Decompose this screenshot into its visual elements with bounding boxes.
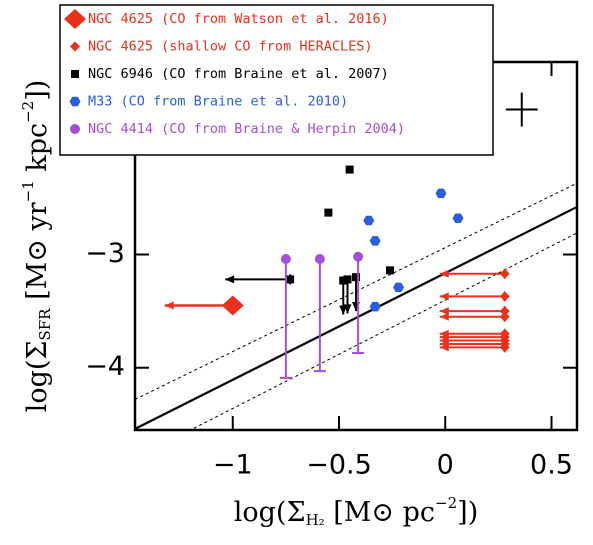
- marker: [499, 291, 510, 302]
- marker: [70, 124, 80, 134]
- marker: [69, 96, 81, 107]
- marker: [345, 165, 354, 174]
- marker: [324, 208, 333, 217]
- marker: [393, 282, 404, 293]
- marker: [71, 70, 79, 78]
- dashed-line: [189, 232, 577, 430]
- legend-label: NGC 4414 (CO from Braine & Herpin 2004): [88, 121, 405, 137]
- marker: [70, 41, 80, 52]
- marker: [499, 342, 510, 353]
- marker: [221, 295, 244, 316]
- x-tick-label: −0.5: [306, 450, 372, 481]
- limit-arrow: [164, 301, 233, 310]
- arrow-head: [339, 305, 348, 315]
- marker: [499, 306, 510, 317]
- arrow-head: [439, 307, 449, 316]
- arrow-head: [439, 269, 449, 278]
- fit-line: [135, 205, 577, 430]
- marker: [499, 268, 510, 279]
- marker: [314, 254, 325, 265]
- marker: [286, 275, 295, 284]
- marker: [499, 311, 510, 322]
- arrow-head: [164, 301, 174, 310]
- x-axis-label: log(ΣH₂ [M⊙ pc−2]): [234, 494, 479, 529]
- marker: [435, 188, 447, 199]
- y-tick-label: −4: [85, 351, 125, 382]
- arrow-head: [439, 312, 449, 321]
- marker: [452, 213, 464, 224]
- legend-label: NGC 6946 (CO from Braine et al. 2007): [88, 66, 389, 82]
- y-axis-label: log(ΣSFR [M⊙ yr−1 kpc−2]): [19, 80, 54, 413]
- marker: [343, 275, 352, 284]
- marker: [369, 236, 381, 246]
- x-tick-label: 0.5: [530, 450, 573, 481]
- x-tick-label: 0: [437, 450, 454, 481]
- y-tick-label: −3: [85, 238, 125, 269]
- arrow-head: [439, 292, 449, 301]
- limit-arrow: [439, 291, 506, 302]
- marker: [386, 266, 394, 275]
- marker: [352, 273, 360, 282]
- arrow-head: [225, 275, 235, 284]
- limit-arrow: [439, 311, 506, 322]
- legend-label: NGC 4625 (CO from Watson et al. 2016): [88, 11, 389, 27]
- limit-arrow: [439, 306, 506, 317]
- x-tick-label: −1: [213, 450, 253, 481]
- marker: [339, 276, 348, 285]
- limit-arrow: [225, 274, 292, 285]
- limit-arrow: [339, 280, 348, 315]
- legend-box: [59, 4, 494, 156]
- legend-label: NGC 4625 (shallow CO from HERACLES): [88, 39, 372, 55]
- marker: [369, 301, 381, 312]
- marker: [280, 254, 291, 265]
- arrow-head: [439, 343, 449, 352]
- marker: [363, 215, 375, 226]
- marker: [353, 251, 364, 262]
- legend-label: M33 (CO from Braine et al. 2010): [88, 94, 348, 110]
- marker: [64, 9, 86, 29]
